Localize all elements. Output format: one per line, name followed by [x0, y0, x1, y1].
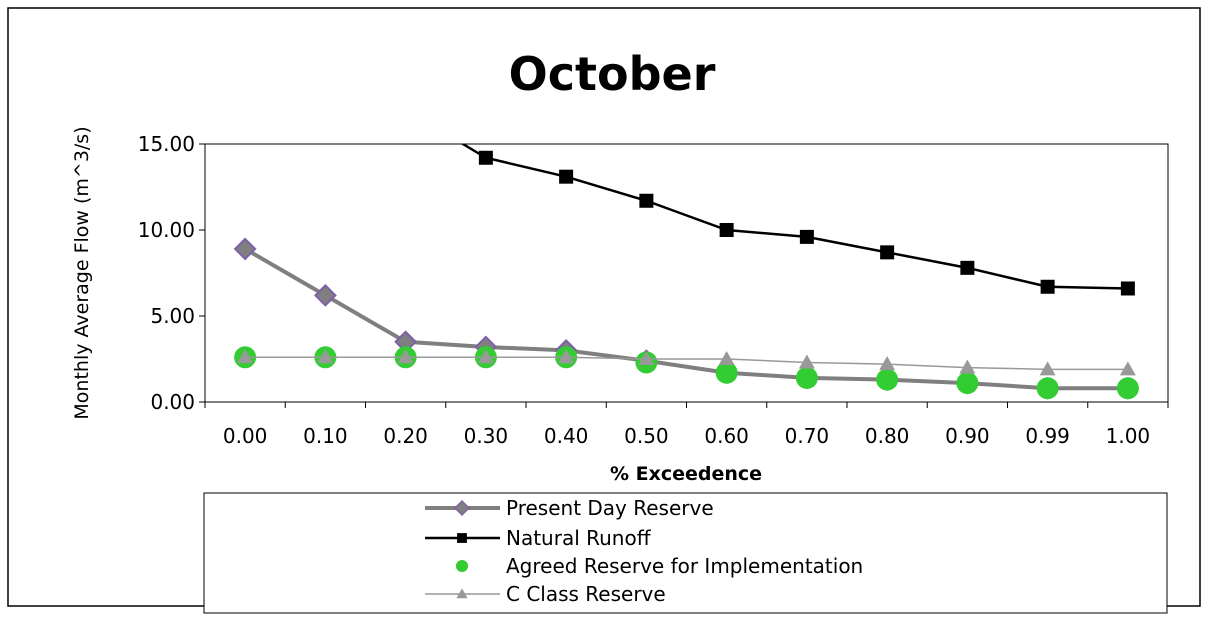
marker [959, 359, 976, 374]
y-tick-label: 5.00 [150, 304, 195, 328]
y-tick-label: 10.00 [138, 218, 195, 242]
marker [233, 237, 257, 261]
x-tick-label: 0.70 [785, 424, 830, 448]
marker [313, 283, 337, 307]
marker [478, 150, 493, 165]
legend-marker [456, 588, 468, 599]
legend-marker [457, 533, 467, 543]
series-line [245, 356, 1128, 371]
marker [317, 349, 334, 364]
legend [203, 492, 1168, 614]
marker [876, 368, 899, 391]
y-axis-title: Monthly Average Flow (m^3/s) [71, 126, 93, 419]
legend-label: Present Day Reserve [506, 496, 714, 520]
marker [880, 245, 895, 260]
marker [558, 349, 575, 364]
marker [1036, 377, 1059, 400]
chart-title: October [509, 47, 716, 101]
x-tick-label: 0.10 [303, 424, 348, 448]
marker [799, 229, 814, 244]
x-tick-label: 0.80 [865, 424, 910, 448]
marker [639, 193, 654, 208]
legend-marker [454, 500, 470, 516]
x-tick-label: 1.00 [1106, 424, 1151, 448]
y-tick-label: 15.00 [138, 132, 195, 156]
marker [795, 366, 818, 389]
marker [960, 260, 975, 275]
marker [715, 361, 738, 384]
marker [638, 351, 655, 365]
plot-area [204, 143, 1169, 403]
x-axis-title: % Exceedence [610, 463, 762, 485]
series-line [460, 144, 1128, 290]
x-tick-label: 0.40 [544, 424, 589, 448]
marker [559, 169, 574, 184]
marker [879, 356, 896, 371]
x-tick-label: 0.00 [223, 424, 268, 448]
x-tick-label: 0.99 [1025, 424, 1070, 448]
marker [397, 349, 414, 364]
marker [956, 372, 979, 395]
marker [1039, 361, 1056, 376]
x-tick-label: 0.60 [704, 424, 749, 448]
marker [719, 223, 734, 237]
x-tick-label: 0.90 [945, 424, 990, 448]
x-tick-label: 0.50 [624, 424, 669, 448]
legend-marker [455, 559, 469, 573]
marker [1119, 361, 1136, 376]
x-tick-label: 0.30 [464, 424, 509, 448]
legend-label: Natural Runoff [506, 526, 652, 550]
y-tick-label: 0.00 [150, 390, 195, 414]
legend-label: C Class Reserve [506, 582, 666, 606]
marker [1116, 377, 1139, 400]
legend-label: Agreed Reserve for Implementation [506, 554, 863, 578]
marker [477, 349, 494, 364]
marker [399, 103, 413, 117]
series-line [244, 247, 1128, 391]
x-tick-label: 0.20 [383, 424, 428, 448]
marker [237, 349, 254, 364]
marker [1120, 281, 1135, 296]
marker [718, 351, 735, 365]
plot [233, 103, 1140, 400]
marker [1040, 279, 1055, 294]
marker [798, 354, 815, 369]
